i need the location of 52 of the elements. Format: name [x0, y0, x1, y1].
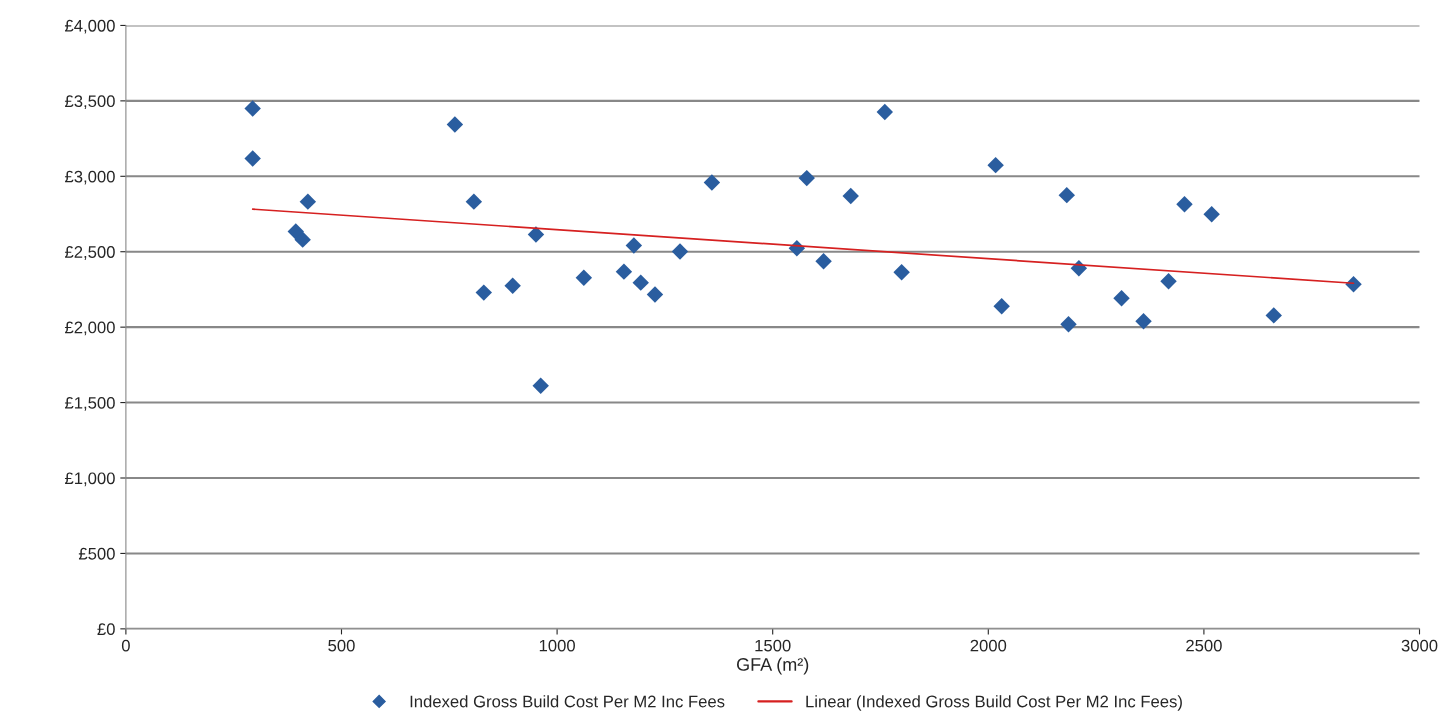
point — [1113, 290, 1130, 307]
x-axis-title: GFA (m²) — [737, 657, 809, 675]
point — [504, 277, 521, 294]
point — [987, 156, 1004, 174]
point — [646, 286, 664, 303]
x-tick-label: 500 — [328, 639, 355, 652]
y-tick-label: £4,000 — [64, 19, 115, 34]
x-tick-label: 0 — [121, 639, 130, 652]
y-tick-label: £2,000 — [64, 321, 115, 336]
y-tick-label: £3,500 — [64, 95, 115, 110]
point — [527, 226, 545, 243]
legend-label: Linear (Indexed Gross Build Cost Per M2 Inc Fees) — [806, 695, 1182, 711]
y-tick-label: £0 — [97, 623, 115, 636]
point — [244, 100, 261, 117]
point — [703, 174, 721, 191]
point — [876, 103, 894, 121]
point — [1135, 313, 1152, 330]
point — [287, 223, 304, 240]
y-tick-label: £1,000 — [64, 472, 115, 487]
point — [993, 298, 1010, 315]
point — [1265, 307, 1282, 324]
x-tick-label: 3000 — [1401, 639, 1438, 652]
x-tick-label: 2500 — [1186, 639, 1222, 652]
point — [1176, 195, 1193, 213]
y-tick-label: £2,500 — [64, 246, 115, 260]
point — [893, 264, 910, 281]
point — [299, 193, 317, 210]
point — [671, 243, 689, 260]
y-tick-label: £1,500 — [64, 396, 115, 411]
point — [1060, 316, 1077, 333]
point — [1160, 273, 1177, 290]
y-tick-label: £500 — [78, 547, 115, 560]
point — [625, 237, 643, 254]
point — [465, 193, 483, 210]
point — [244, 150, 261, 167]
legend-label: Indexed Gross Build Cost Per M2 Inc Fees — [410, 695, 725, 708]
point — [1058, 186, 1075, 204]
x-tick-label: 2000 — [970, 639, 1007, 652]
point — [632, 274, 649, 291]
point — [842, 187, 859, 205]
point — [446, 116, 464, 133]
x-tick-label: 1500 — [755, 639, 791, 652]
point — [294, 231, 311, 248]
point — [575, 269, 593, 286]
point — [615, 263, 633, 280]
point — [532, 377, 549, 394]
point — [815, 253, 832, 270]
point — [475, 284, 493, 301]
y-tick-label: £3,000 — [64, 170, 115, 185]
point — [1203, 205, 1220, 223]
point — [798, 169, 815, 187]
x-tick-label: 1000 — [539, 639, 575, 652]
